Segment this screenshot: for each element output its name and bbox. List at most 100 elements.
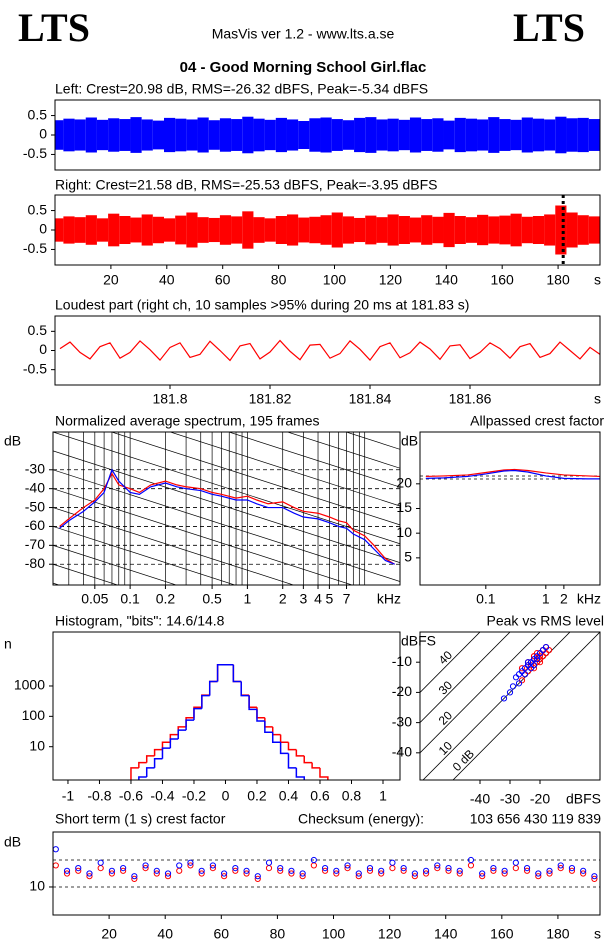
logo-left: LTS xyxy=(18,5,90,50)
histogram-step xyxy=(256,709,265,722)
scatter-point xyxy=(389,865,396,872)
chart-title: Short term (1 s) crest factor xyxy=(55,811,226,827)
scatter-point xyxy=(490,867,497,874)
scatter-point xyxy=(333,870,340,877)
scatter-point xyxy=(344,865,351,872)
scatter-point xyxy=(86,870,93,877)
scatter-point xyxy=(176,862,183,869)
histogram-step xyxy=(295,767,305,780)
waveform-segment xyxy=(208,120,220,150)
x-tick-label: 181.84 xyxy=(349,391,392,407)
scatter-point xyxy=(500,695,508,702)
x-tick-label: 40 xyxy=(159,272,175,288)
slope-line xyxy=(110,432,400,526)
scatter-point xyxy=(411,870,418,877)
waveform-segment xyxy=(264,119,276,151)
waveform-segment xyxy=(55,218,64,242)
scatter-point xyxy=(535,870,542,877)
waveform-segment xyxy=(298,121,310,149)
y-tick-label: -40 xyxy=(25,479,45,495)
waveform-segment xyxy=(55,120,64,150)
series-line xyxy=(59,339,600,362)
x-tick-label: -1 xyxy=(62,788,75,804)
scatter-point xyxy=(344,862,351,869)
app-name: MasVis ver 1.2 - www.lts.a.se xyxy=(212,26,395,42)
waveform-segment xyxy=(521,117,533,153)
crest-line xyxy=(420,632,541,754)
waveform-segment xyxy=(63,216,75,244)
histogram-step xyxy=(193,707,202,721)
waveform-segment xyxy=(555,205,567,255)
y-tick-label: 5 xyxy=(404,549,412,565)
y-unit: dB xyxy=(4,834,21,850)
histogram-step xyxy=(232,664,242,683)
waveform-segment xyxy=(544,214,556,246)
x-unit: kHz xyxy=(377,591,401,607)
waveform-segment xyxy=(432,216,444,244)
histogram-step xyxy=(264,721,273,733)
scatter-point xyxy=(277,867,284,874)
scatter-point xyxy=(445,867,452,874)
y-tick-label: -60 xyxy=(25,517,45,533)
x-tick-label: -40 xyxy=(470,791,490,807)
scatter-point xyxy=(524,668,532,675)
scatter-point xyxy=(434,862,441,869)
scatter-point xyxy=(221,870,228,877)
waveform-segment xyxy=(119,216,131,244)
plot-area xyxy=(55,205,600,255)
x-unit: kHz xyxy=(577,591,601,607)
scatter-point xyxy=(479,873,486,880)
waveform-segment xyxy=(63,118,75,152)
x-tick-label: 181.86 xyxy=(449,391,492,407)
waveform-segment xyxy=(510,119,522,151)
y-tick-label: 0 xyxy=(39,126,47,142)
x-tick-label: 100 xyxy=(322,926,346,942)
x-tick-label: 0.2 xyxy=(247,788,267,804)
y-tick-label: -20 xyxy=(392,683,412,699)
x-tick-label: -0.2 xyxy=(182,788,206,804)
waveform-segment xyxy=(152,216,164,244)
series-line xyxy=(425,468,600,478)
waveform-segment xyxy=(499,119,511,151)
waveform-segment xyxy=(74,119,86,151)
waveform-segment xyxy=(141,214,153,246)
annotation: Checksum (energy): xyxy=(298,811,424,827)
waveform-segment xyxy=(577,215,589,245)
waveform-segment xyxy=(186,212,198,248)
scatter-point xyxy=(142,862,149,869)
scatter-point xyxy=(542,644,550,651)
scatter-point xyxy=(509,683,517,690)
waveform-segment xyxy=(376,119,388,151)
scatter-point xyxy=(524,659,532,666)
x-tick-label: -0.4 xyxy=(150,788,174,804)
slope-line xyxy=(227,432,400,488)
plot-frame xyxy=(52,431,401,586)
scatter-point xyxy=(254,875,261,882)
plot-frame xyxy=(54,194,601,266)
x-unit: dBFS xyxy=(566,791,601,807)
histogram-step xyxy=(145,767,155,778)
scatter-point xyxy=(490,865,497,872)
crest-line-label: 30 xyxy=(436,678,456,698)
scatter-point xyxy=(187,862,194,869)
waveform-segment xyxy=(186,119,198,151)
slope-line xyxy=(53,563,119,585)
x-tick-label: 1 xyxy=(379,788,387,804)
histogram-step xyxy=(248,695,257,711)
scatter-point xyxy=(400,865,407,872)
y-tick-label: 0.5 xyxy=(28,201,48,217)
waveform-segment xyxy=(443,212,455,248)
file-name: 04 - Good Morning School Girl.flac xyxy=(180,59,427,76)
plot-area xyxy=(420,468,600,480)
waveform-segment xyxy=(365,117,377,153)
x-tick-label: 80 xyxy=(271,272,287,288)
scatter-point xyxy=(580,870,587,877)
y-tick-label: 1000 xyxy=(14,677,45,693)
x-tick-label: 0 xyxy=(222,788,230,804)
scatter-point xyxy=(86,873,93,880)
waveform-segment xyxy=(85,215,97,245)
y-tick-label: -0.5 xyxy=(23,360,47,376)
histogram-step xyxy=(295,749,305,757)
scatter-point xyxy=(506,689,514,696)
y-tick-label: -80 xyxy=(25,555,45,571)
